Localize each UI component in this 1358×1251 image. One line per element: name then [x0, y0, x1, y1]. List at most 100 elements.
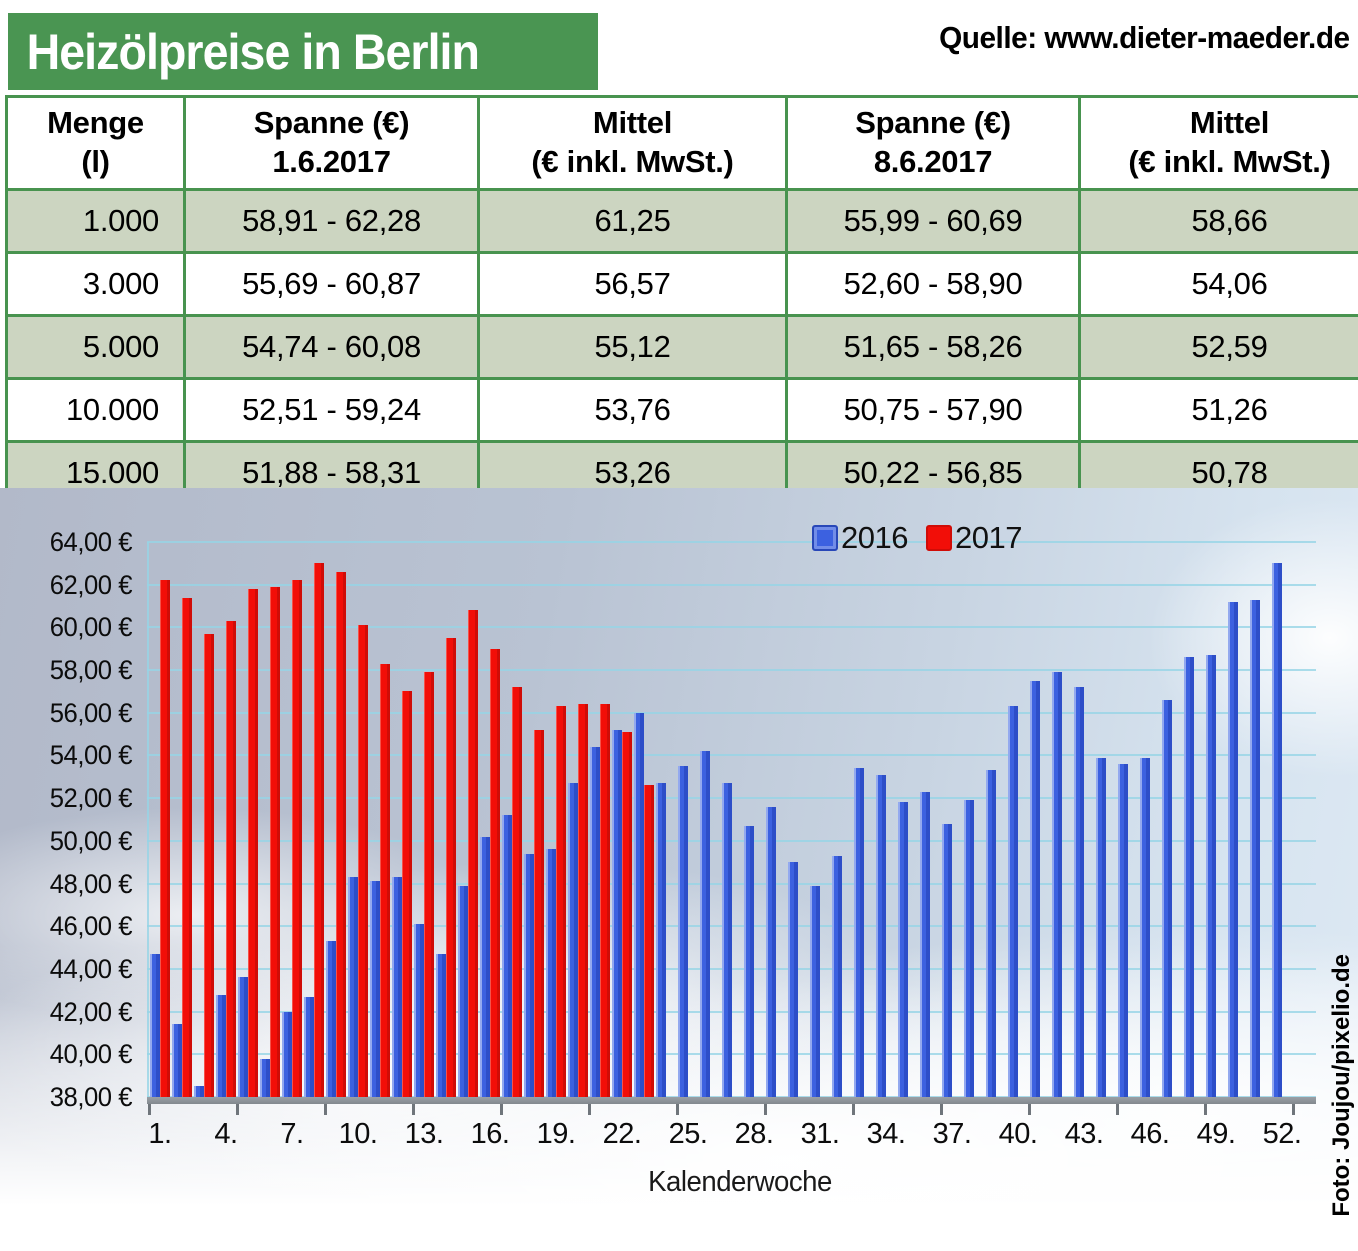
bar-2016-week-30 — [788, 862, 798, 1097]
x-tick-label: 40. — [998, 1118, 1038, 1150]
gridline — [147, 711, 1316, 714]
price-cell: 53,76 — [477, 377, 788, 443]
x-axis-tick — [1028, 1104, 1031, 1115]
bar-2016-week-33 — [854, 768, 864, 1097]
chart-legend: 2016 2017 — [812, 520, 1040, 556]
quantity-cell: 3.000 — [5, 251, 186, 317]
x-axis-tick — [588, 1104, 591, 1115]
x-tick-label: 52. — [1262, 1118, 1302, 1150]
bar-2017-week-18 — [534, 729, 544, 1097]
bar-2016-week-21 — [590, 746, 600, 1097]
x-axis-tick — [412, 1104, 415, 1115]
x-axis-tick — [852, 1104, 855, 1115]
x-axis-tick — [1116, 1104, 1119, 1115]
column-header: Mittel (€ inkl. MwSt.) — [477, 95, 788, 191]
bar-2016-week-20 — [568, 783, 578, 1097]
bar-2016-week-16 — [480, 836, 490, 1097]
x-axis-tick — [500, 1104, 503, 1115]
photo-credit: Foto: Joujou/pixelio.de — [1328, 954, 1355, 1217]
y-axis-line — [147, 542, 149, 1097]
page-title: Heizölpreise in Berlin — [26, 23, 480, 80]
price-cell: 54,74 - 60,08 — [183, 314, 480, 380]
gridline — [147, 541, 1316, 543]
bar-2017-week-1 — [160, 580, 170, 1097]
table-row: 3.000 55,69 - 60,87 56,57 52,60 - 58,90 54,0… — [5, 251, 1358, 317]
bar-2017-week-22 — [622, 731, 632, 1097]
price-cell: 58,66 — [1078, 188, 1358, 254]
price-cell: 51,65 - 58,26 — [785, 314, 1081, 380]
table-row: 5.000 54,74 - 60,08 55,12 51,65 - 58,26 52,5… — [5, 314, 1358, 380]
bar-2016-week-23 — [634, 712, 644, 1097]
x-axis-tick — [764, 1104, 767, 1115]
bar-2016-week-12 — [392, 877, 402, 1097]
y-tick-label: 56,00 € — [49, 697, 133, 728]
bar-2016-week-5 — [238, 977, 248, 1097]
y-tick-label: 58,00 € — [49, 655, 133, 686]
bar-2016-week-11 — [370, 881, 380, 1097]
gridline — [147, 626, 1316, 629]
x-tick-label: 16. — [470, 1118, 510, 1150]
gridline — [147, 583, 1316, 586]
column-header: Menge (l) — [5, 95, 186, 191]
bar-2016-week-2 — [172, 1024, 182, 1097]
y-tick-label: 60,00 € — [49, 612, 133, 643]
bar-2017-week-19 — [556, 706, 566, 1097]
bar-2016-week-34 — [876, 774, 886, 1097]
x-axis-tick — [676, 1104, 679, 1115]
bar-2016-week-46 — [1140, 757, 1150, 1097]
bar-2016-week-43 — [1074, 687, 1084, 1097]
x-axis-line — [147, 1097, 1316, 1104]
bar-2016-week-28 — [744, 825, 754, 1097]
bar-2017-week-14 — [446, 638, 456, 1097]
bar-2017-week-9 — [336, 571, 346, 1097]
bar-2016-week-8 — [304, 996, 314, 1097]
bar-2016-week-36 — [920, 791, 930, 1097]
bar-2016-week-18 — [524, 853, 534, 1097]
bar-2016-week-45 — [1118, 764, 1128, 1097]
bar-2016-week-10 — [348, 877, 358, 1097]
bar-2016-week-41 — [1030, 680, 1040, 1097]
bar-2016-week-26 — [700, 751, 710, 1097]
y-tick-label: 44,00 € — [49, 953, 133, 984]
x-tick-label: 46. — [1130, 1118, 1170, 1150]
quantity-cell: 5.000 — [5, 314, 186, 380]
bar-2016-week-38 — [964, 800, 974, 1097]
bar-2017-week-7 — [292, 580, 302, 1097]
bar-2017-week-16 — [490, 648, 500, 1097]
quantity-cell: 10.000 — [5, 377, 186, 443]
bar-2016-week-27 — [722, 783, 732, 1097]
bar-2017-week-8 — [314, 563, 324, 1097]
column-header: Spanne (€) 8.6.2017 — [785, 95, 1081, 191]
bar-chart-plot-area — [147, 541, 1316, 1098]
bar-2016-week-52 — [1272, 563, 1282, 1097]
x-tick-label: 13. — [404, 1118, 444, 1150]
x-axis-title: Kalenderwoche — [648, 1166, 832, 1198]
x-tick-label: 19. — [536, 1118, 576, 1150]
price-cell: 55,99 - 60,69 — [785, 188, 1081, 254]
bar-2016-week-22 — [612, 729, 622, 1097]
legend-swatch-2016 — [812, 525, 838, 551]
bar-2017-week-13 — [424, 672, 434, 1097]
table-row: 10.000 52,51 - 59,24 53,76 50,75 - 57,90 51,… — [5, 377, 1358, 443]
y-tick-label: 46,00 € — [49, 911, 133, 942]
x-tick-label: 1. — [148, 1118, 172, 1150]
y-tick-label: 54,00 € — [49, 740, 133, 771]
y-tick-label: 38,00 € — [49, 1082, 133, 1112]
price-cell: 56,57 — [477, 251, 788, 317]
bar-2016-week-47 — [1162, 699, 1172, 1097]
price-cell: 51,26 — [1078, 377, 1358, 443]
bar-2017-week-4 — [226, 620, 236, 1097]
y-tick-label: 48,00 € — [49, 868, 133, 899]
legend-label-2016: 2016 — [841, 520, 908, 555]
bar-2017-week-21 — [600, 704, 610, 1097]
x-axis-tick — [1204, 1104, 1207, 1115]
price-cell: 55,69 - 60,87 — [183, 251, 480, 317]
bar-2017-week-6 — [270, 586, 280, 1097]
bar-2017-week-23 — [644, 785, 654, 1097]
quantity-cell: 1.000 — [5, 188, 186, 254]
bar-2016-week-7 — [282, 1011, 292, 1097]
bar-2016-week-51 — [1250, 599, 1260, 1097]
table-header-row: Menge (l) Spanne (€) 1.6.2017 Mittel (€ in… — [5, 95, 1358, 191]
source-credit: Quelle: www.dieter-maeder.de — [939, 20, 1350, 55]
x-tick-label: 7. — [280, 1118, 304, 1150]
